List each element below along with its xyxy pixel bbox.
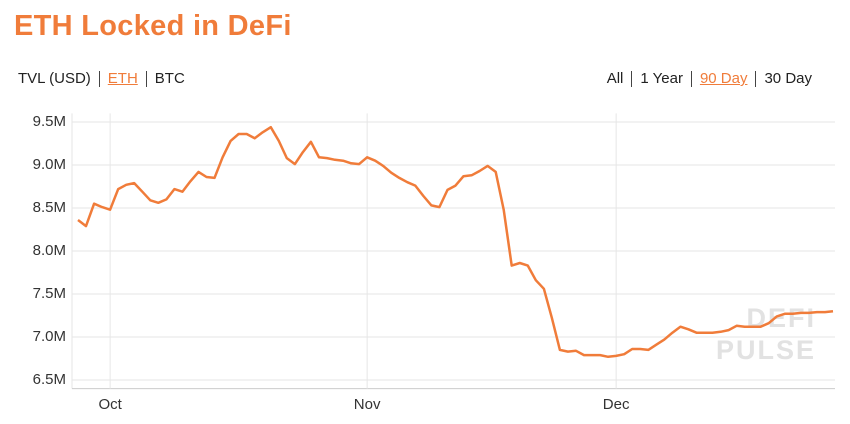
y-tick-label: 9.5M bbox=[33, 113, 66, 130]
range-option[interactable]: 30 Day bbox=[755, 71, 820, 87]
watermark: PULSE bbox=[716, 335, 816, 365]
range-option[interactable]: 90 Day bbox=[690, 71, 756, 87]
y-tick-label: 8.5M bbox=[33, 199, 66, 216]
x-tick-label: Nov bbox=[354, 396, 381, 413]
y-tick-label: 7.5M bbox=[33, 285, 66, 302]
unit-option[interactable]: ETH bbox=[98, 71, 146, 87]
watermark: DEFI bbox=[746, 303, 816, 333]
unit-option[interactable]: BTC bbox=[145, 71, 193, 87]
x-tick-label: Dec bbox=[603, 396, 630, 413]
line bbox=[77, 125, 834, 359]
unit-switch: TVL (USD) ETH BTC bbox=[10, 71, 193, 87]
range-switch: All 1 Year 90 Day 30 Day bbox=[599, 71, 820, 87]
y-tick-label: 6.5M bbox=[33, 371, 66, 388]
y-tick-label: 7.0M bbox=[33, 328, 66, 345]
x-tick-label: Oct bbox=[98, 396, 122, 413]
title: ETH Locked in DeFi bbox=[14, 10, 292, 42]
y-tick-label: 9.0M bbox=[33, 156, 66, 173]
unit-option[interactable]: TVL (USD) bbox=[18, 70, 91, 87]
y-tick-label: 8.0M bbox=[33, 242, 66, 259]
range-option[interactable]: 1 Year bbox=[631, 71, 691, 87]
range-option[interactable]: All bbox=[606, 70, 624, 87]
